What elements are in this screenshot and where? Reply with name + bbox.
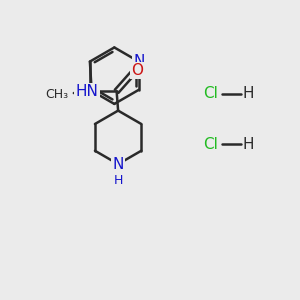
Text: Cl: Cl — [203, 136, 218, 152]
Text: CH₃: CH₃ — [45, 88, 68, 101]
Text: N: N — [133, 54, 145, 69]
Text: N: N — [112, 157, 124, 172]
Text: H: H — [113, 174, 123, 187]
Text: H: H — [242, 86, 254, 101]
Text: Cl: Cl — [203, 86, 218, 101]
Text: O: O — [131, 63, 143, 78]
Text: HN: HN — [76, 84, 98, 99]
Text: H: H — [242, 136, 254, 152]
